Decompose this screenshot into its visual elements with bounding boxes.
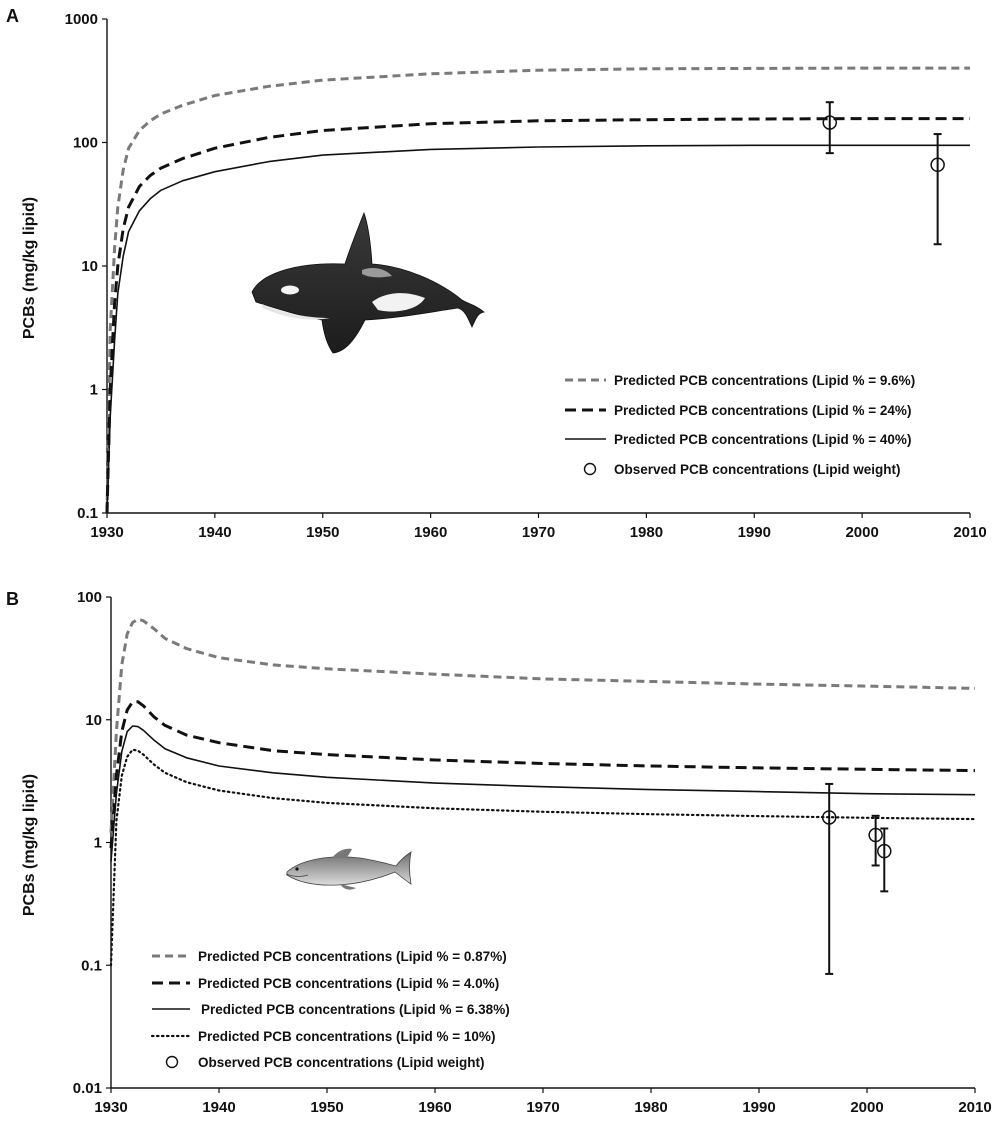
panel-a-x-tick-label: 1960 (414, 524, 447, 541)
panel-a-x-tick-label: 1940 (198, 524, 231, 541)
legend-b-entry-2: Predicted PCB concentrations (Lipid % = … (198, 976, 499, 991)
legend-b-entry-4: Predicted PCB concentrations (Lipid % = … (198, 1029, 495, 1044)
panel-a-lines (105, 66, 970, 514)
panel-b-observed-point-1 (821, 782, 837, 975)
panel-b-y-axis-label: PCBs (mg/kg lipid) (21, 774, 38, 916)
legend-a-entry-2: Predicted PCB concentrations (Lipid % = … (614, 403, 911, 418)
panel-a-x-tick-label: 1930 (90, 524, 123, 541)
panel-b-x-tick-label: 1940 (202, 1099, 235, 1116)
panel-b-label: B (6, 589, 19, 609)
panel-a-series-line-2 (105, 117, 970, 514)
panel-b-x-tick-label: 1960 (418, 1099, 451, 1116)
panel-a-series-line-3 (106, 144, 970, 514)
panel-a-observed-point-2 (930, 133, 945, 246)
panel-a-y-tick-label: 1000 (65, 11, 98, 28)
legend-a-entry-3: Predicted PCB concentrations (Lipid % = … (614, 432, 911, 447)
panel-b-x-tick-label: 2000 (850, 1099, 883, 1116)
panel-b-observed-point-2 (868, 814, 883, 867)
panel-b-x-tick-label: 1990 (742, 1099, 775, 1116)
panel-a-x-tick-label: 1990 (738, 524, 771, 541)
panel-a: A PCBs (mg/kg lipid) 1930 1940 1950 1960 197… (6, 6, 987, 541)
panel-b-x-tick-label: 1970 (526, 1099, 559, 1116)
panel-b-y-tick-label: 0.1 (81, 957, 102, 974)
legend-a-swatch-4 (583, 462, 597, 476)
legend-a-entry-4: Observed PCB concentrations (Lipid weigh… (614, 462, 901, 477)
panel-a-observed-point-1 (822, 101, 838, 155)
panel-b-y-tick-label: 10 (85, 712, 102, 729)
panel-a-y-tick-label: 0.1 (77, 505, 98, 522)
panel-a-x-tick-label: 1980 (630, 524, 663, 541)
observed-marker (868, 827, 883, 843)
panel-b: B PCBs (mg/kg lipid) 1930 1940 1950 1960 197… (6, 589, 992, 1116)
panel-b-observed (821, 782, 892, 975)
panel-b-x-tick-label: 1980 (634, 1099, 667, 1116)
legend-b-entry-1: Predicted PCB concentrations (Lipid % = … (198, 949, 507, 964)
panel-b-series-line-2 (109, 700, 976, 849)
panel-a-axes: 1930 1940 1950 1960 1970 1980 1990 2000 2010 0.1 1… (65, 11, 987, 541)
panel-b-series-line-4 (109, 748, 977, 967)
legend-a-entry-1: Predicted PCB concentrations (Lipid % = … (614, 373, 915, 388)
observed-marker (821, 810, 837, 825)
panel-a-y-axis-label: PCBs (mg/kg lipid) (21, 197, 38, 339)
observed-marker (877, 843, 892, 859)
panel-b-lines (109, 617, 977, 967)
panel-b-y-tick-label: 1 (94, 835, 102, 852)
panel-a-y-tick-label: 100 (73, 135, 98, 152)
observed-marker (822, 115, 838, 130)
salmon-picture (285, 848, 412, 890)
legend-b-entry-5: Observed PCB concentrations (Lipid weigh… (198, 1055, 485, 1070)
panel-a-y-tick-label: 1 (90, 382, 98, 399)
legend-b-entry-3: Predicted PCB concentrations (Lipid % = … (201, 1002, 510, 1017)
panel-a-series-line-1 (105, 66, 970, 514)
panel-a-x-tick-label: 2000 (845, 524, 878, 541)
panel-b-x-tick-label: 1950 (310, 1099, 343, 1116)
panel-b-y-tick-label: 0.01 (73, 1080, 102, 1097)
panel-a-x-tick-label: 1950 (306, 524, 339, 541)
killer-whale-picture (251, 211, 485, 354)
panel-b-legend: Predicted PCB concentrations (Lipid % = … (150, 949, 510, 1070)
observed-marker (930, 157, 945, 173)
panel-b-series-line-1 (109, 617, 976, 833)
panel-b-observed-point-3 (877, 827, 892, 893)
legend-b-swatch-5 (165, 1055, 179, 1069)
panel-b-y-tick-label: 100 (77, 589, 102, 606)
panel-b-x-tick-label: 2010 (958, 1099, 991, 1116)
panel-b-x-tick-label: 1930 (94, 1099, 127, 1116)
panel-a-observed (822, 101, 945, 246)
panel-a-legend: Predicted PCB concentrations (Lipid % = … (565, 373, 915, 477)
panel-a-label: A (6, 6, 19, 26)
panel-b-series-line-3 (110, 725, 976, 862)
panel-a-y-tick-label: 10 (81, 258, 98, 275)
panel-a-x-tick-label: 1970 (522, 524, 555, 541)
panel-a-x-tick-label: 2010 (953, 524, 986, 541)
